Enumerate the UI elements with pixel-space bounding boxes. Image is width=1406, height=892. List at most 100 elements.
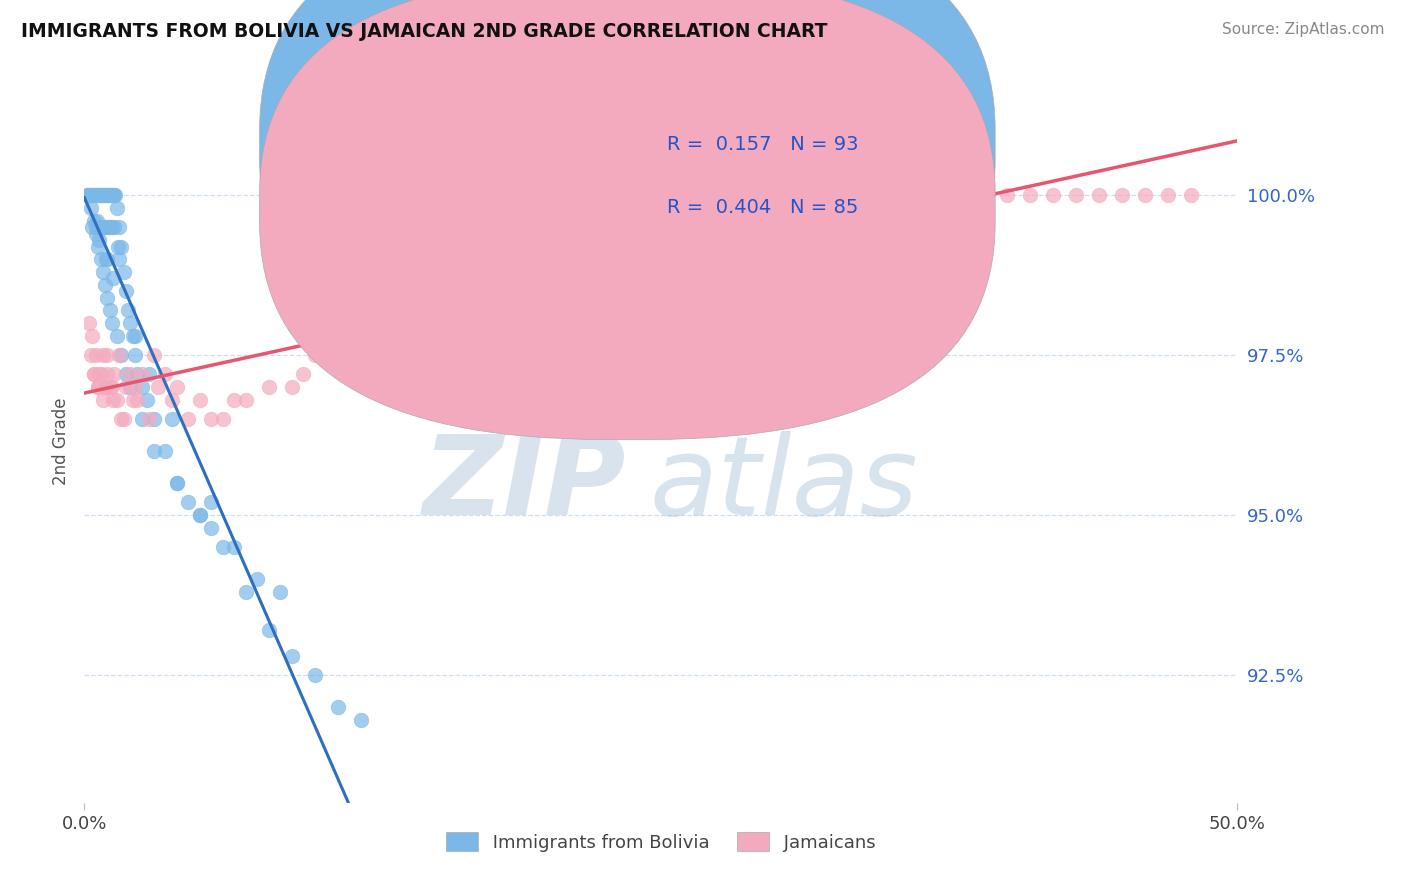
Point [124, 348, 146, 362]
Point [96, 380, 118, 394]
Point [90, 188, 112, 202]
Point [94, 220, 117, 235]
Point [87, 188, 110, 202]
Point [135, 392, 157, 407]
Point [91, 188, 114, 202]
Point [120, 380, 142, 394]
Point [1133, 188, 1156, 202]
Point [235, 584, 257, 599]
Point [858, 188, 880, 202]
Point [927, 188, 949, 202]
Point [177, 495, 200, 509]
Point [112, 265, 135, 279]
Point [373, 329, 395, 343]
Point [188, 508, 211, 522]
Point [224, 540, 246, 554]
Point [84, 227, 107, 241]
FancyBboxPatch shape [260, 0, 995, 376]
Point [82, 188, 104, 202]
Point [103, 392, 124, 407]
Point [82, 329, 104, 343]
Point [98, 220, 121, 235]
Point [246, 572, 269, 586]
Point [91, 265, 114, 279]
Y-axis label: 2nd Grade: 2nd Grade [52, 398, 70, 485]
Point [811, 188, 834, 202]
Point [86, 214, 108, 228]
Point [96, 252, 118, 267]
Point [103, 188, 125, 202]
Point [89, 233, 111, 247]
Point [235, 392, 257, 407]
Point [83, 188, 105, 202]
Point [131, 368, 153, 382]
Point [603, 265, 626, 279]
Point [120, 368, 142, 382]
Point [87, 380, 110, 394]
Point [115, 368, 138, 382]
Point [488, 285, 510, 299]
Point [76, 188, 98, 202]
Text: Source: ZipAtlas.com: Source: ZipAtlas.com [1222, 22, 1385, 37]
Point [765, 201, 787, 215]
Point [281, 648, 304, 663]
Point [177, 412, 200, 426]
Point [80, 201, 103, 215]
Point [101, 380, 124, 394]
Point [281, 380, 304, 394]
Point [96, 252, 118, 267]
Point [115, 380, 138, 394]
Point [77, 316, 100, 330]
Point [83, 214, 105, 228]
Point [108, 252, 131, 267]
Point [718, 220, 741, 235]
Point [98, 380, 121, 394]
Point [188, 508, 211, 522]
Point [96, 188, 118, 202]
Text: R =  0.157   N = 93: R = 0.157 N = 93 [666, 135, 858, 154]
Point [96, 348, 118, 362]
Point [110, 412, 132, 426]
Point [76, 188, 98, 202]
Point [1180, 188, 1202, 202]
Point [77, 188, 100, 202]
Point [672, 239, 695, 253]
Point [257, 380, 280, 394]
Point [973, 188, 995, 202]
Text: IMMIGRANTS FROM BOLIVIA VS JAMAICAN 2ND GRADE CORRELATION CHART: IMMIGRANTS FROM BOLIVIA VS JAMAICAN 2ND … [21, 22, 828, 41]
Point [110, 348, 132, 362]
Point [101, 316, 124, 330]
Point [696, 188, 718, 202]
Point [104, 188, 127, 202]
Point [326, 699, 349, 714]
Point [627, 220, 650, 235]
Point [110, 239, 132, 253]
Point [350, 329, 373, 343]
Point [534, 265, 557, 279]
Point [87, 380, 110, 394]
Point [326, 348, 349, 362]
FancyBboxPatch shape [260, 0, 995, 440]
Point [101, 220, 124, 235]
Point [1018, 188, 1040, 202]
Point [89, 188, 111, 202]
Point [1157, 188, 1180, 202]
Point [93, 188, 115, 202]
Point [96, 291, 118, 305]
Point [138, 412, 160, 426]
Point [146, 380, 169, 394]
Point [100, 188, 122, 202]
Point [108, 348, 131, 362]
Point [419, 329, 441, 343]
Point [211, 412, 233, 426]
Point [91, 392, 114, 407]
Point [120, 316, 142, 330]
Point [115, 285, 138, 299]
Text: ZIP: ZIP [423, 432, 626, 539]
Point [103, 188, 124, 202]
Point [83, 188, 105, 202]
Point [98, 188, 121, 202]
Point [127, 392, 149, 407]
Point [108, 220, 131, 235]
Point [211, 540, 233, 554]
